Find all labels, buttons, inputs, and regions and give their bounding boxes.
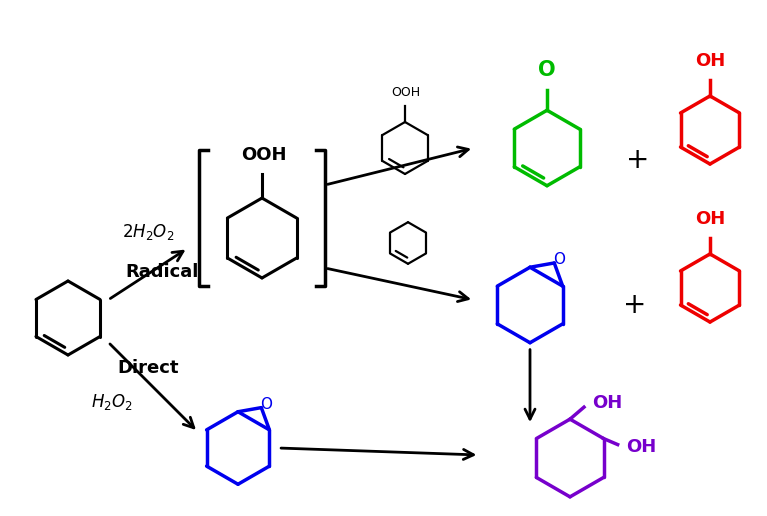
Text: O: O [538, 60, 556, 80]
Text: $H_2O_2$: $H_2O_2$ [91, 392, 133, 412]
Text: +: + [624, 291, 647, 319]
Text: OH: OH [626, 438, 656, 456]
Text: O: O [260, 397, 272, 412]
Text: OH: OH [695, 210, 725, 228]
Text: OOH: OOH [391, 86, 420, 99]
Text: Radical: Radical [125, 263, 199, 281]
Text: OOH: OOH [242, 146, 287, 164]
Text: +: + [627, 146, 650, 174]
Text: O: O [553, 252, 565, 267]
Text: $2H_2O_2$: $2H_2O_2$ [122, 222, 174, 242]
Text: Direct: Direct [117, 359, 179, 377]
Text: OH: OH [592, 394, 622, 412]
Text: OH: OH [695, 52, 725, 70]
